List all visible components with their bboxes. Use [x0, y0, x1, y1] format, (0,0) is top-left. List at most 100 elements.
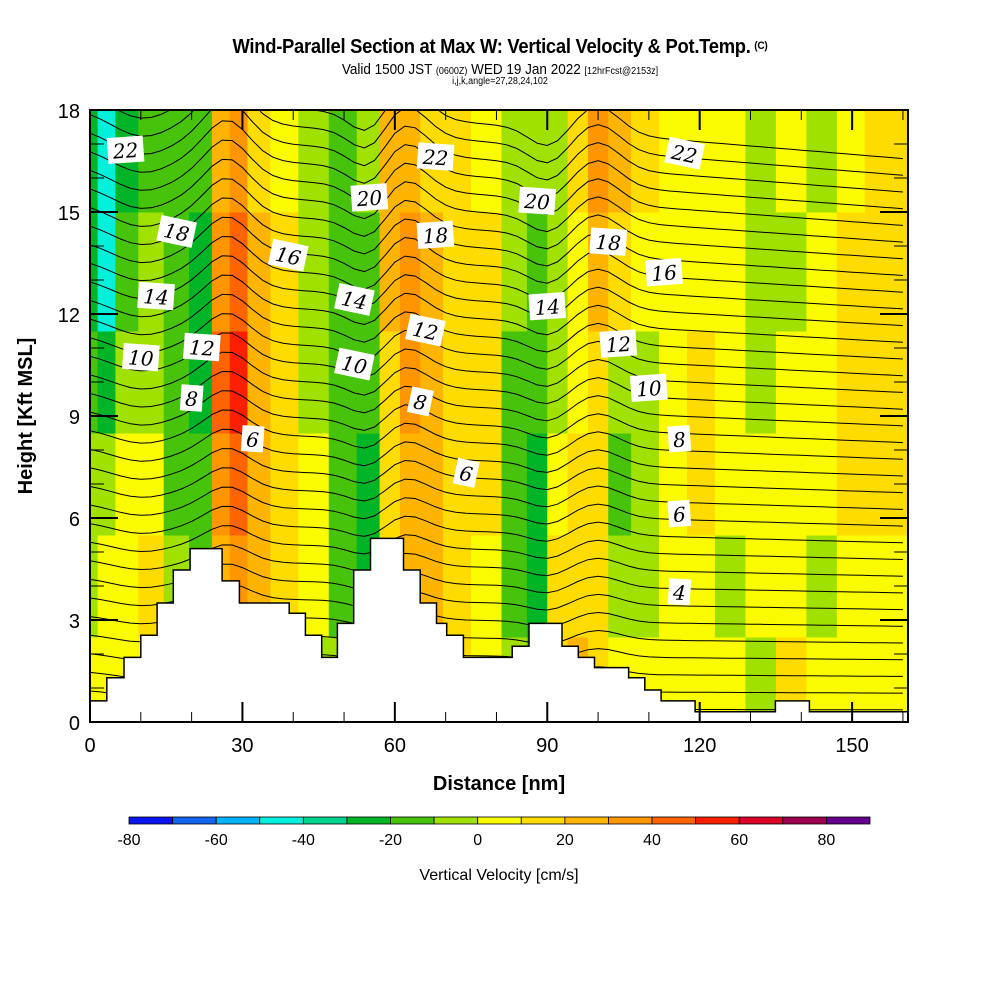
velocity-cell [526, 535, 548, 638]
velocity-cell [356, 331, 381, 434]
contour-label-text: 20 [355, 186, 383, 212]
contour-label-box [452, 457, 480, 488]
colorbar-tick-label: -60 [205, 832, 228, 849]
theta-contour-line [90, 428, 903, 477]
x-tick-label: 0 [84, 735, 95, 757]
contour-label-text: 16 [273, 242, 303, 271]
velocity-cell [745, 535, 777, 638]
contour-label: 6 [667, 499, 692, 528]
contour-label-box [629, 373, 668, 403]
contour-label-box [106, 135, 145, 165]
velocity-cell [328, 331, 358, 434]
theta-contour-line [90, 255, 903, 327]
velocity-cell [745, 110, 777, 213]
contour-label-box [179, 384, 204, 412]
velocity-cell [211, 110, 231, 213]
contour-label: 6 [240, 425, 265, 453]
title-text: Wind-Parallel Section at Max W: Vertical… [232, 36, 751, 58]
contour-label: 8 [179, 384, 204, 412]
velocity-cell [328, 212, 358, 332]
velocity-cell [298, 212, 330, 332]
theta-contour-line [90, 158, 903, 243]
velocity-cell [806, 212, 838, 332]
velocity-cell [247, 212, 271, 332]
valid-time: Valid 1500 JST [341, 61, 433, 78]
velocity-cell [399, 212, 421, 332]
velocity-cell [567, 331, 589, 434]
theta-contour-line [90, 110, 903, 176]
velocity-cell [211, 433, 231, 536]
contour-label-box [334, 347, 375, 381]
axis-ticks [89, 109, 908, 723]
velocity-cell [631, 110, 660, 213]
contour-label-text: 14 [339, 286, 369, 315]
velocity-cell [608, 433, 632, 536]
contour-label: 14 [334, 282, 375, 316]
velocity-cell [90, 637, 99, 722]
contour-label: 22 [664, 136, 705, 170]
contour-label-box [137, 281, 175, 311]
contour-label-box [416, 142, 455, 171]
contour-label: 10 [122, 342, 160, 372]
velocity-cell [526, 110, 548, 213]
velocity-cell [775, 433, 807, 536]
colorbar-tick-label: -20 [379, 832, 402, 849]
theta-contour-line [90, 313, 903, 377]
colorbar-tick-label: -40 [292, 832, 315, 849]
x-tick-label: 90 [536, 735, 558, 757]
velocity-cell [471, 331, 503, 434]
theta-contour-line [90, 110, 903, 193]
velocity-cell [745, 331, 777, 434]
velocity-cell [745, 637, 777, 722]
contour-label-box [334, 282, 375, 316]
contour-label-box [183, 332, 221, 362]
colorbar-swatch [564, 816, 609, 825]
contour-label: 8 [667, 425, 692, 453]
terrain-profile [89, 537, 909, 723]
contour-label-box [667, 499, 692, 528]
velocity-cell [806, 331, 838, 434]
velocity-cell [714, 331, 746, 434]
theta-contour-line [90, 467, 903, 510]
velocity-cell [399, 110, 421, 213]
colorbar-label: Vertical Velocity [cm/s] [419, 867, 578, 884]
velocity-cell [420, 433, 444, 536]
contour-label-box [667, 425, 692, 453]
colorbar-swatch [390, 816, 435, 825]
velocity-cell [90, 110, 99, 213]
velocity-cell [775, 331, 807, 434]
velocity-cell [379, 331, 401, 434]
y-tick-label: 18 [58, 101, 80, 123]
contour-label-box [406, 386, 434, 417]
velocity-cell [399, 331, 421, 434]
contour-label: 4 [667, 578, 692, 606]
velocity-cell [864, 212, 894, 332]
contour-label-text: 10 [635, 376, 662, 402]
theta-contour-line [116, 110, 903, 160]
contour-label-text: 18 [422, 223, 449, 249]
grid-indices: i,j,k,angle=27,28,24,102 [452, 76, 548, 87]
velocity-cell [501, 212, 528, 332]
velocity-cell [247, 110, 271, 213]
velocity-cell [163, 433, 190, 536]
colorbar-swatch [128, 816, 173, 825]
velocity-cell [836, 110, 866, 213]
velocity-cell [864, 535, 894, 638]
contour-label-box [240, 425, 265, 453]
y-tick-label: 0 [69, 713, 80, 735]
theta-contour-line [90, 505, 903, 544]
velocity-cell [526, 433, 548, 536]
contour-label: 8 [406, 386, 434, 417]
contour-label-text: 6 [245, 427, 260, 452]
colorbar-swatch [738, 816, 784, 825]
velocity-cell [864, 110, 894, 213]
velocity-cell [567, 212, 589, 332]
x-axis-label: Distance [nm] [433, 773, 565, 795]
theta-contour-line [90, 486, 903, 527]
velocity-cell [836, 331, 866, 434]
contour-label: 12 [599, 329, 638, 358]
y-tick-label: 15 [58, 203, 80, 225]
velocity-cell [270, 433, 299, 536]
colorbar-swatch [520, 816, 566, 825]
velocity-cell [97, 535, 116, 638]
